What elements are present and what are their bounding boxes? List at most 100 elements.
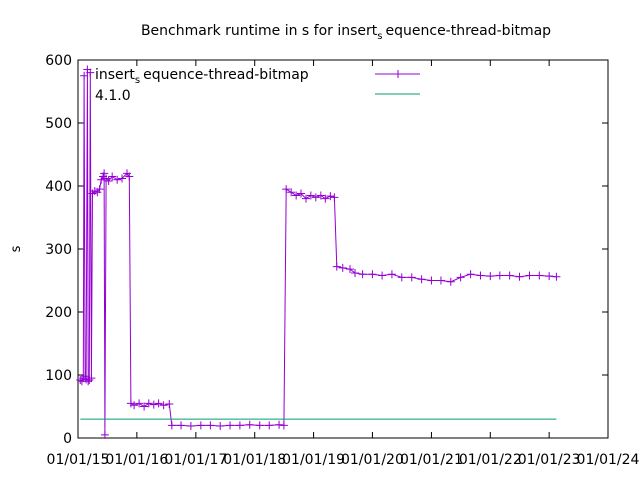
data-point <box>368 270 377 279</box>
data-point <box>417 275 426 284</box>
data-point <box>292 191 301 200</box>
data-point <box>351 268 360 277</box>
data-point <box>87 374 96 383</box>
data-point <box>130 401 139 410</box>
y-axis-label: s <box>9 245 24 252</box>
data-point <box>346 265 355 274</box>
data-point <box>265 421 274 430</box>
data-point <box>456 273 465 282</box>
plot-border <box>77 59 609 439</box>
x-tick-label: 01/01/15 <box>47 452 110 468</box>
data-point <box>104 176 113 185</box>
data-point <box>255 421 264 430</box>
data-point <box>126 399 135 408</box>
data-point <box>282 185 291 194</box>
plot-area: 010020030040050060001/01/1501/01/1601/01… <box>45 53 639 468</box>
legend-label-main-series-rest: equence-thread-bitmap <box>143 67 309 83</box>
x-tick-label: 01/01/18 <box>223 452 286 468</box>
data-point <box>378 271 387 280</box>
data-point <box>358 270 367 279</box>
x-tick-label: 01/01/24 <box>577 452 640 468</box>
data-point <box>476 271 485 280</box>
data-point <box>427 276 436 285</box>
y-tick-label: 400 <box>45 179 72 195</box>
data-point <box>466 270 475 279</box>
data-point <box>275 420 284 429</box>
data-point <box>330 193 339 202</box>
data-point <box>306 191 315 200</box>
data-point <box>206 421 215 430</box>
data-point <box>235 421 244 430</box>
data-point <box>80 71 89 80</box>
data-point <box>167 421 176 430</box>
data-point <box>311 193 320 202</box>
y-tick-label: 100 <box>45 368 72 384</box>
data-point <box>226 421 235 430</box>
data-point <box>505 271 514 280</box>
data-point <box>326 192 335 201</box>
data-point <box>407 273 416 282</box>
y-tick-label: 500 <box>45 116 72 132</box>
data-point <box>216 422 225 431</box>
y-tick-label: 300 <box>45 242 72 258</box>
data-point <box>446 277 455 286</box>
x-tick-label: 01/01/16 <box>105 452 168 468</box>
data-point <box>140 402 149 411</box>
data-point <box>100 430 109 439</box>
series-line-main <box>79 69 557 435</box>
chart-title: Benchmark runtime in s for inserts equenc… <box>141 23 551 42</box>
data-point <box>338 263 347 272</box>
data-point <box>495 271 504 280</box>
data-point <box>552 272 561 281</box>
data-point <box>159 401 168 410</box>
x-tick-label: 01/01/19 <box>282 452 345 468</box>
legend-label-main-series: inserts equence-thread-bitmap <box>95 67 309 86</box>
data-point <box>545 272 554 281</box>
data-point <box>86 68 95 77</box>
data-point <box>301 194 310 203</box>
data-point <box>113 175 122 184</box>
data-point <box>296 189 305 198</box>
data-point <box>95 185 104 194</box>
y-tick-label: 200 <box>45 305 72 321</box>
data-point <box>387 270 396 279</box>
x-tick-label: 01/01/20 <box>341 452 404 468</box>
data-point <box>279 421 288 430</box>
data-point <box>245 420 254 429</box>
data-point <box>196 421 205 430</box>
data-point <box>108 172 117 181</box>
data-point <box>135 399 144 408</box>
data-point <box>149 400 158 409</box>
y-tick-label: 600 <box>45 53 72 69</box>
data-point <box>100 169 109 178</box>
data-point <box>515 272 524 281</box>
data-point <box>397 273 406 282</box>
data-point <box>186 422 195 431</box>
data-point <box>332 262 341 271</box>
legend-label-main-series-name: insert <box>95 67 135 83</box>
data-point <box>321 194 330 203</box>
data-point <box>165 399 174 408</box>
data-point <box>125 172 134 181</box>
data-point <box>85 376 94 385</box>
data-point <box>154 399 163 408</box>
data-point <box>177 421 186 430</box>
data-point <box>316 191 325 200</box>
legend-label-main-series-subscript: s <box>135 75 140 86</box>
data-point <box>486 272 495 281</box>
data-point <box>436 276 445 285</box>
legend: inserts equence-thread-bitmap 4.1.0 <box>95 67 420 104</box>
data-point <box>144 399 153 408</box>
x-tick-label: 01/01/22 <box>459 452 522 468</box>
chart-title-subscript: s <box>377 31 382 42</box>
x-tick-label: 01/01/21 <box>400 452 463 468</box>
data-point <box>82 375 91 384</box>
data-point <box>525 271 534 280</box>
data-point <box>118 174 127 183</box>
legend-marker-plus <box>394 70 402 78</box>
legend-label-reference-series: 4.1.0 <box>95 88 131 104</box>
x-tick-label: 01/01/17 <box>164 452 227 468</box>
data-point <box>287 188 296 197</box>
chart-title-rest: equence-thread-bitmap <box>386 23 552 39</box>
